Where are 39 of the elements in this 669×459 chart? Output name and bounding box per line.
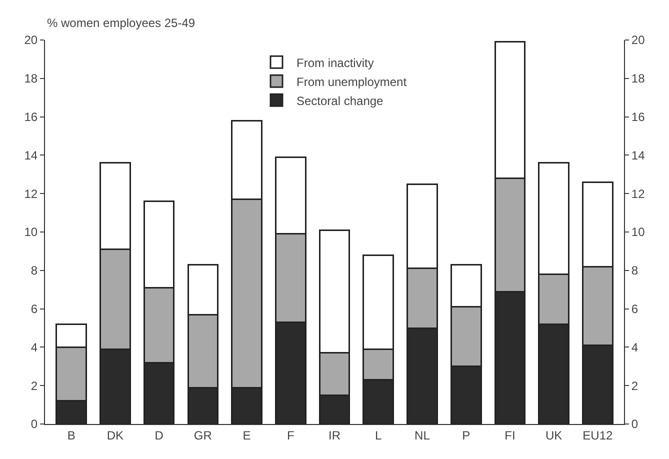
- y-tick-label: 0: [30, 417, 38, 432]
- x-tick-label: EU12: [582, 428, 614, 442]
- y2-tick-label: 4: [631, 340, 638, 354]
- y2-tick-label: 14: [631, 148, 646, 162]
- x-tick-label: IR: [328, 428, 341, 442]
- x-tick-label: L: [375, 428, 382, 442]
- y2-tick-label: 20: [631, 33, 646, 48]
- x-tick-label: UK: [545, 428, 562, 442]
- y2-tick-label: 6: [631, 302, 638, 316]
- y-tick-label: 18: [24, 72, 38, 86]
- y-tick-label: 12: [24, 186, 38, 201]
- y-tick-label: 14: [24, 148, 38, 162]
- y-tick-label: 20: [24, 33, 38, 48]
- x-tick-label: F: [286, 428, 294, 442]
- y-tick-label: 16: [24, 110, 38, 124]
- y-tick-label: 8: [30, 264, 38, 278]
- legend-label: From inactivity: [296, 56, 374, 70]
- x-tick-label: D: [154, 428, 164, 442]
- y2-tick-label: 2: [631, 378, 638, 393]
- x-tick-label: FI: [504, 428, 516, 442]
- y2-tick-label: 16: [631, 110, 646, 124]
- y-tick-label: 2: [30, 378, 38, 393]
- y-axis-title: % women employees 25-49: [47, 16, 196, 30]
- x-tick-label: NL: [414, 428, 430, 442]
- y-tick-label: 4: [30, 340, 38, 354]
- y-tick-label: 10: [24, 225, 38, 240]
- x-tick-label: B: [67, 428, 76, 442]
- y-tick-label: 6: [30, 302, 38, 316]
- y2-tick-label: 10: [631, 225, 646, 240]
- y2-tick-label: 18: [631, 72, 646, 86]
- x-tick-label: E: [242, 428, 251, 442]
- x-tick-label: P: [462, 428, 470, 442]
- x-tick-label: GR: [194, 428, 212, 442]
- legend-label: From unemployment: [296, 74, 408, 89]
- y2-tick-label: 12: [631, 186, 646, 201]
- y2-tick-label: 8: [631, 264, 638, 278]
- legend-label: Sectoral change: [296, 94, 384, 108]
- x-tick-label: DK: [106, 428, 124, 442]
- y2-tick-label: 0: [631, 417, 638, 432]
